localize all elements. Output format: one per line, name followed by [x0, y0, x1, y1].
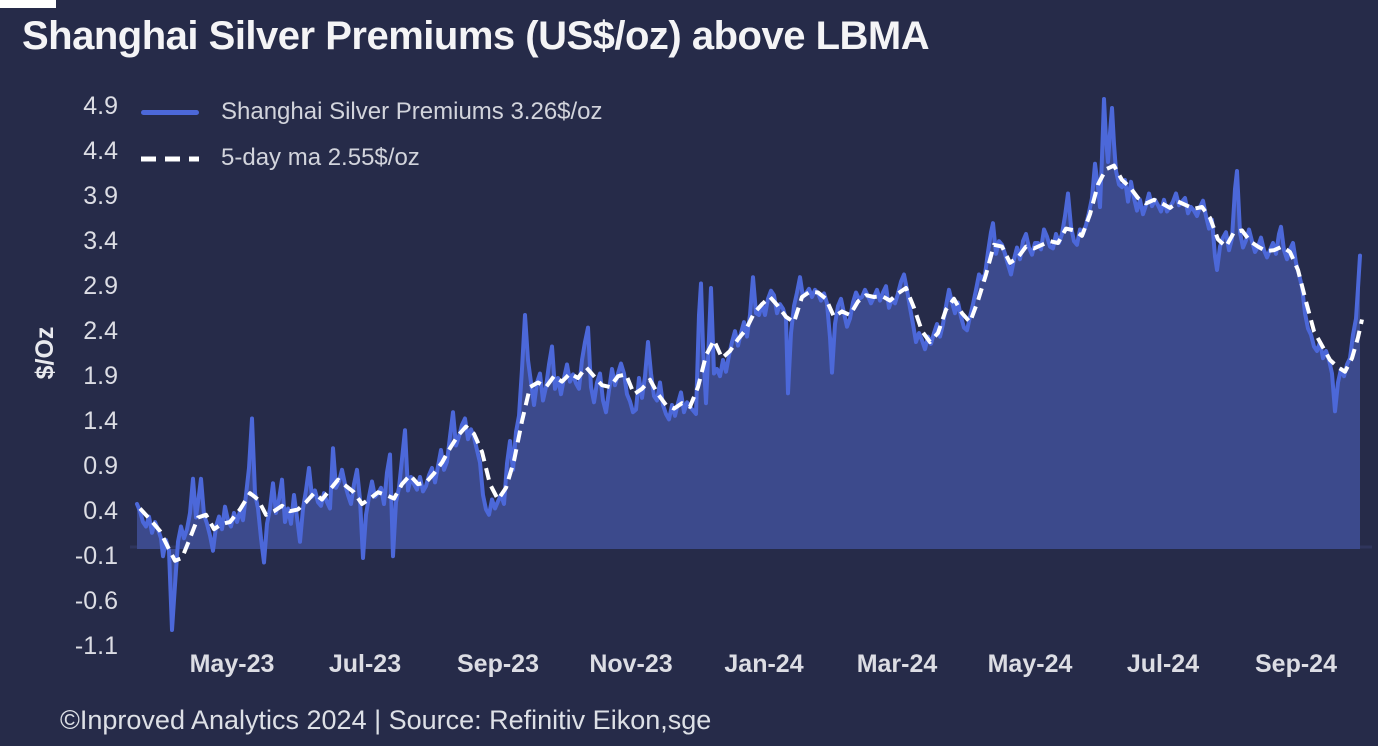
chart-title: Shanghai Silver Premiums (US$/oz) above …: [22, 14, 930, 58]
source-attribution: ©Inproved Analytics 2024 | Source: Refin…: [60, 705, 712, 735]
ma5-dashed-line-sample-icon: [141, 149, 199, 167]
legend: Shanghai Silver Premiums 3.26$/oz 5-day …: [141, 89, 603, 181]
y-axis-title: $/Oz: [31, 326, 59, 380]
y-tick-label: 3.9: [83, 182, 118, 210]
x-tick-label: Sep-24: [1255, 650, 1337, 678]
white-corner-strip: [0, 0, 56, 8]
legend-item-premium: Shanghai Silver Premiums 3.26$/oz: [141, 89, 603, 135]
y-tick-label: 4.9: [83, 92, 118, 120]
x-tick-label: Mar-24: [856, 650, 938, 678]
premium-area-fill: [137, 99, 1360, 630]
y-tick-label: 2.4: [83, 317, 118, 345]
x-tick-label: Jul-24: [1126, 650, 1200, 678]
y-tick-label: 3.4: [83, 227, 118, 255]
y-tick-label: -0.1: [74, 542, 118, 570]
legend-label-ma5: 5-day ma 2.55$/oz: [221, 144, 420, 171]
y-tick-label: 4.4: [83, 137, 118, 165]
legend-label-premium: Shanghai Silver Premiums 3.26$/oz: [221, 98, 603, 125]
y-tick-label: 2.9: [83, 272, 118, 300]
y-tick-label: 0.4: [83, 497, 118, 525]
x-tick-label: Nov-23: [589, 650, 673, 678]
x-tick-label: Jul-23: [328, 650, 402, 678]
y-tick-label: 0.9: [83, 452, 118, 480]
premium-line: [135, 97, 1362, 632]
x-tick-label: Jan-24: [724, 650, 804, 678]
y-tick-label: 1.9: [83, 362, 118, 390]
y-tick-label: 1.4: [83, 407, 118, 435]
premium-line-sample-icon: [141, 109, 199, 115]
x-tick-label: May-23: [189, 650, 275, 678]
legend-item-ma5: 5-day ma 2.55$/oz: [141, 135, 603, 181]
x-tick-label: Sep-23: [457, 650, 539, 678]
x-tick-label: May-24: [987, 650, 1073, 678]
y-tick-label: -0.6: [74, 587, 118, 615]
ma5-dashed-line: [138, 163, 1364, 563]
y-tick-label: -1.1: [74, 632, 118, 660]
